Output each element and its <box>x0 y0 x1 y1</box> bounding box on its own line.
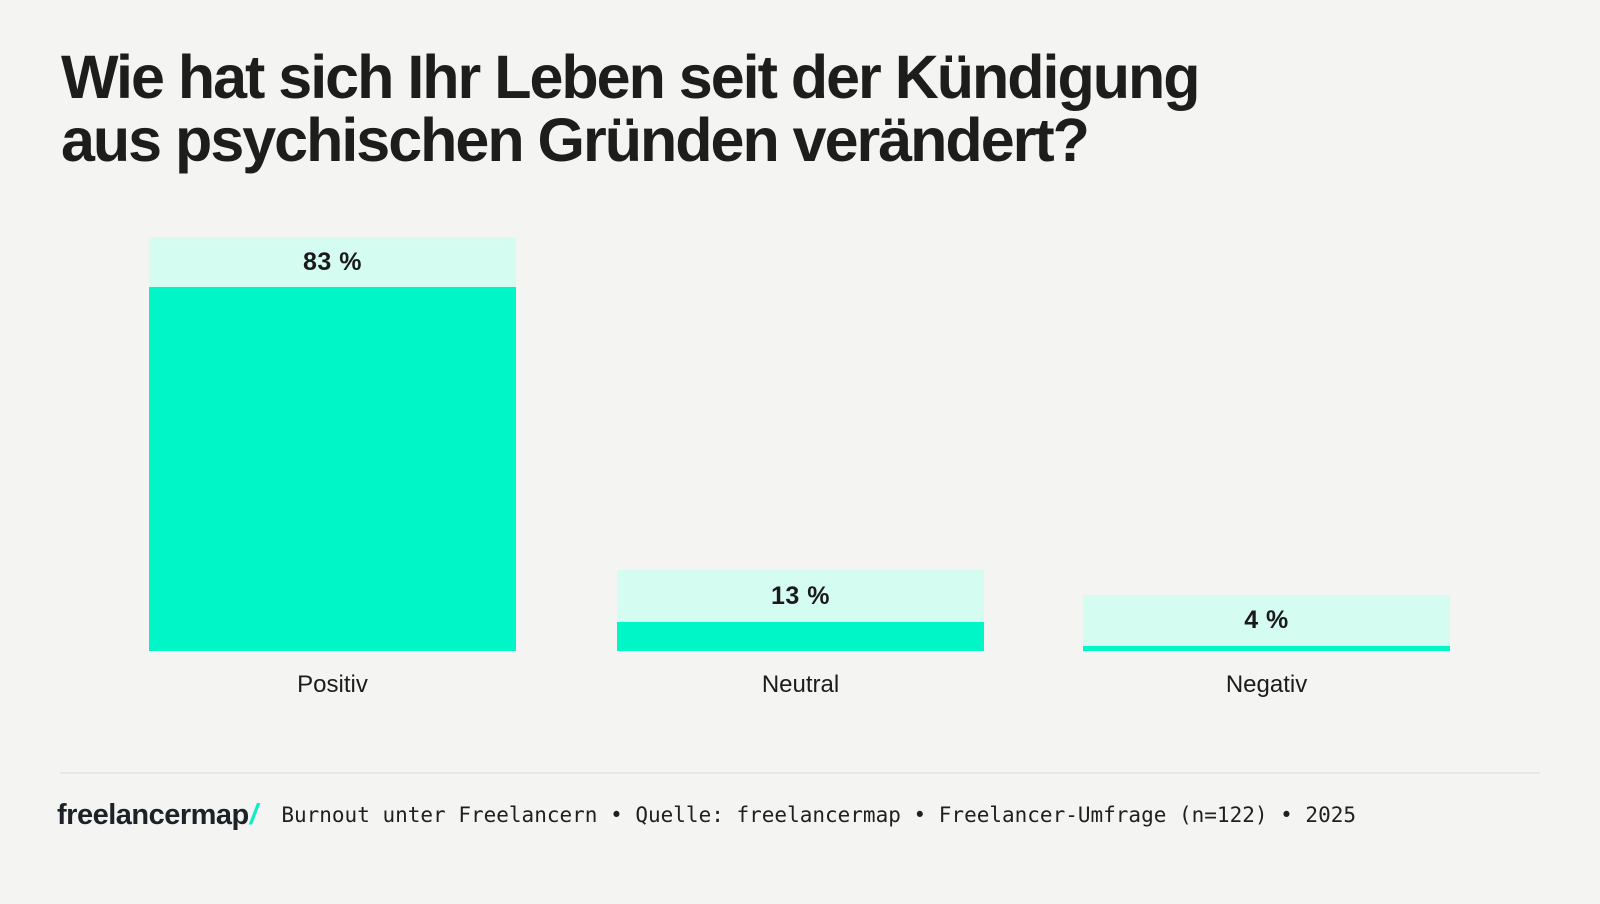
page-title-line2: aus psychischen Gründen verändert? <box>61 106 1090 175</box>
logo-text: freelancermap <box>57 798 249 831</box>
bar-value-label: 13 % <box>617 570 984 622</box>
bar-category-label: Positiv <box>297 671 368 698</box>
bar-category-label: Negativ <box>1225 671 1308 698</box>
logo-slash-icon: / <box>249 798 258 831</box>
bar-value-label: 4 % <box>1083 595 1450 646</box>
bar-fill <box>1083 646 1450 651</box>
bar-category-label: Neutral <box>761 671 840 698</box>
page-title-line1: Wie hat sich Ihr Leben seit der Kündigun… <box>61 43 1201 111</box>
bar-column-positiv: 83 % <box>149 237 516 651</box>
bar-fill <box>617 622 984 651</box>
source-text: Burnout unter Freelancern • Quelle: free… <box>281 803 1357 827</box>
footer-divider <box>60 772 1540 774</box>
bar-value-label: 83 % <box>149 237 516 287</box>
bar-fill <box>149 287 516 651</box>
bar-column-neutral: 13 % <box>617 570 984 651</box>
footer: freelancermap/ Burnout unter Freelancern… <box>57 793 1356 837</box>
freelancermap-logo: freelancermap/ <box>57 798 258 832</box>
bar-column-negativ: 4 % <box>1083 595 1450 651</box>
page-title: Wie hat sich Ihr Leben seit der Kündigun… <box>61 43 1201 175</box>
